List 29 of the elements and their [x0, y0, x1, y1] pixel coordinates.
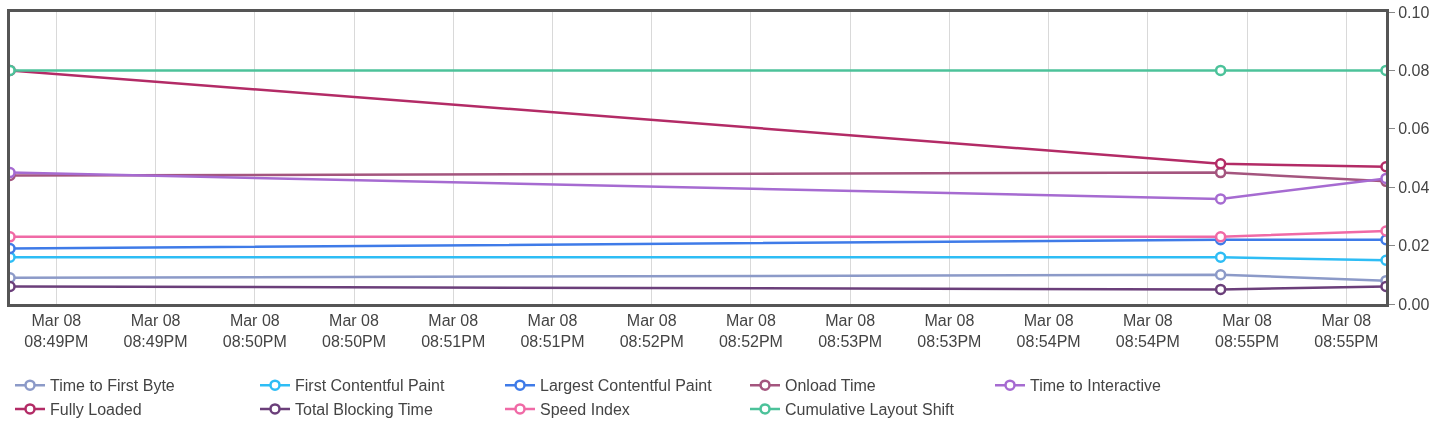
- x-tick-label: Mar 08 08:52PM: [718, 312, 783, 350]
- y-tick-label: 0.08: [1398, 62, 1430, 79]
- legend-label: Total Blocking Time: [295, 401, 433, 419]
- legend-label: Cumulative Layout Shift: [785, 401, 955, 419]
- x-tick-label: Mar 08 08:55PM: [1314, 312, 1379, 350]
- x-tick-label: Mar 08 08:51PM: [421, 312, 486, 350]
- y-tick-label: 0.10: [1398, 3, 1430, 21]
- x-tick-label: Mar 08 08:49PM: [24, 312, 89, 350]
- legend-label: First Contentful Paint: [295, 377, 445, 395]
- legend-label: Fully Loaded: [50, 401, 142, 419]
- x-tick-label: Mar 08 08:53PM: [917, 312, 982, 350]
- y-tick-label: 0.06: [1398, 120, 1430, 138]
- legend-label: Time to Interactive: [1030, 377, 1162, 395]
- x-tick-label: Mar 08 08:54PM: [1016, 312, 1081, 350]
- x-tick-label: Mar 08 08:49PM: [123, 312, 188, 350]
- x-tick-label: Mar 08 08:53PM: [818, 312, 883, 350]
- y-tick-label: 0.00: [1398, 295, 1430, 313]
- x-tick-label: Mar 08 08:50PM: [222, 312, 287, 350]
- x-tick-label: Mar 08 08:52PM: [619, 312, 684, 350]
- y-tick-label: 0.04: [1398, 178, 1430, 196]
- legend-label: Speed Index: [540, 401, 630, 419]
- x-tick-label: Mar 08 08:55PM: [1215, 312, 1280, 350]
- x-tick-label: Mar 08 08:54PM: [1115, 312, 1180, 350]
- y-tick-label: 0.02: [1398, 237, 1430, 255]
- legend-label: Onload Time: [785, 377, 876, 395]
- legend-label: Largest Contentful Paint: [540, 377, 713, 395]
- x-tick-label: Mar 08 08:50PM: [321, 312, 387, 350]
- legend-label: Time to First Byte: [50, 377, 175, 395]
- x-tick-label: Mar 08 08:51PM: [520, 312, 585, 350]
